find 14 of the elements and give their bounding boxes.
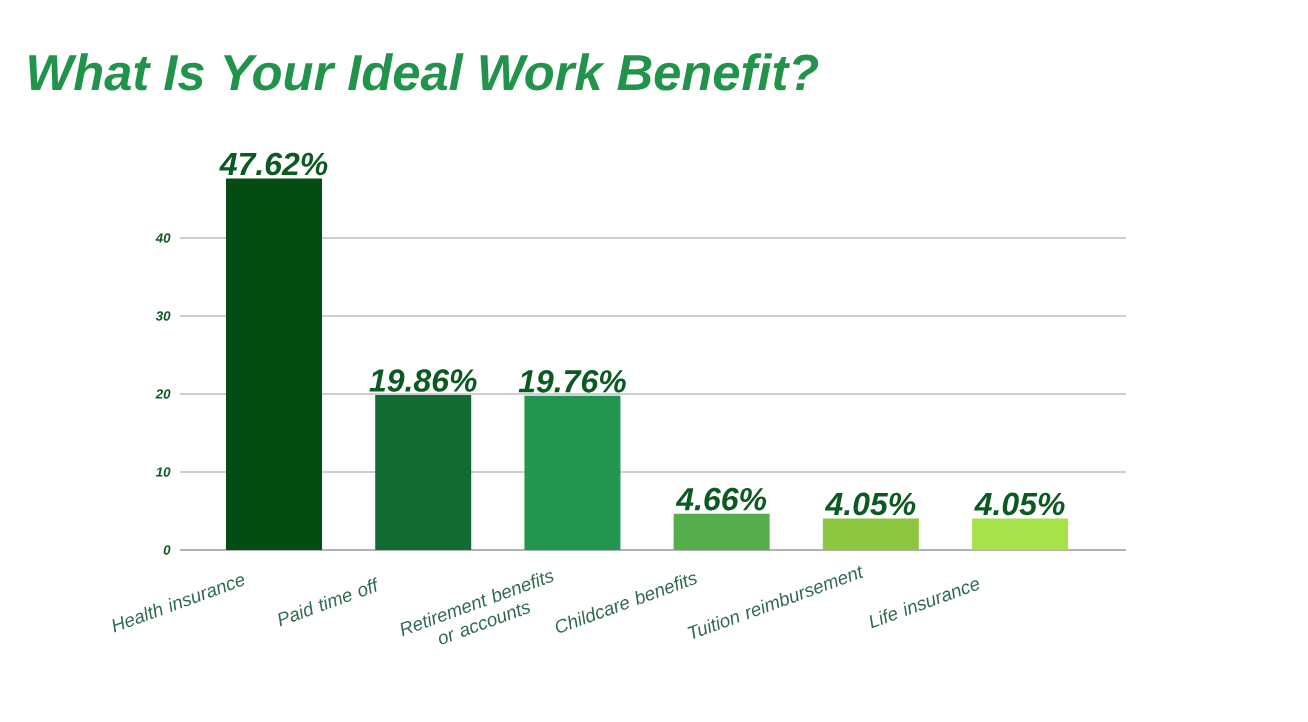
data-label: 19.76% (518, 370, 626, 393)
bar (524, 395, 621, 550)
data-label: 4.66% (675, 487, 767, 511)
bar (226, 178, 322, 550)
data-label: 47.62% (219, 152, 328, 176)
data-label: 4.05% (824, 492, 916, 516)
bar (972, 518, 1069, 550)
bar (673, 513, 770, 550)
bar (822, 518, 919, 550)
data-label: 19.86% (369, 369, 477, 392)
chart-title: What Is Your Ideal Work Benefit? (29, 53, 819, 91)
x-tick-label: Paid time off (278, 577, 377, 627)
data-label: 4.05% (974, 492, 1065, 516)
bar (375, 395, 472, 550)
